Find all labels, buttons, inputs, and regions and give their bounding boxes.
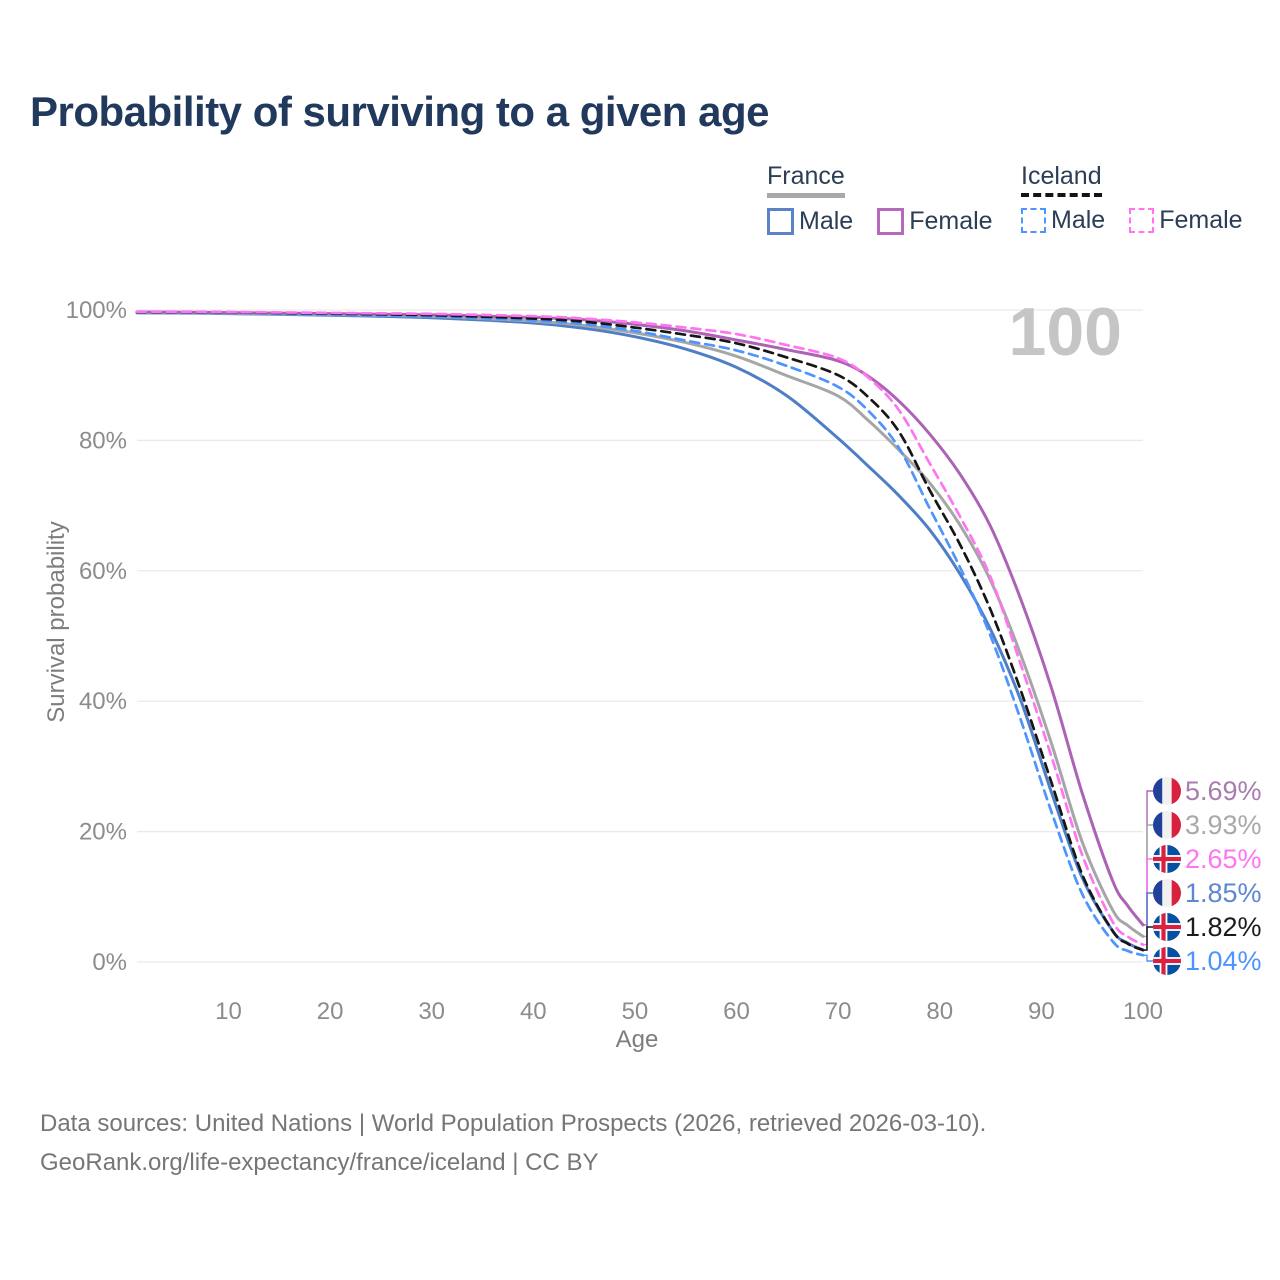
- y-tick-100: 100%: [66, 297, 127, 324]
- legend-label-iceland-female: Female: [1159, 206, 1243, 234]
- footer-link: GeoRank.org/life-expectancy/france/icela…: [40, 1149, 599, 1176]
- legend-swatch-france-male: [767, 208, 794, 235]
- iceland-flag-icon: [1153, 913, 1181, 941]
- france-flag-icon: [1153, 879, 1181, 907]
- y-tick-60: 60%: [79, 558, 127, 585]
- end-label-iceland-male: 1.04%: [1185, 946, 1262, 976]
- end-connector-iceland-male: [1143, 954, 1153, 962]
- legend-france-row: Male Female: [767, 207, 993, 236]
- legend-swatch-iceland-female: [1129, 208, 1155, 233]
- x-axis-title: Age: [615, 1026, 659, 1053]
- y-tick-0: 0%: [92, 949, 127, 976]
- curve-iceland-female[interactable]: [135, 310, 1145, 947]
- legend-group-france: France Male Female: [767, 162, 993, 236]
- legend-iceland-row: Male Female: [1021, 206, 1243, 235]
- legend-label-france-female: Female: [909, 207, 993, 235]
- legend-iceland-header[interactable]: Iceland: [1021, 162, 1102, 197]
- x-tick-90: 90: [1028, 998, 1055, 1025]
- x-tick-10: 10: [215, 998, 242, 1025]
- y-tick-80: 80%: [79, 427, 127, 454]
- curve-iceland[interactable]: [135, 310, 1145, 952]
- legend-item-iceland-female[interactable]: Female: [1129, 206, 1243, 235]
- legend-swatch-iceland-male: [1021, 208, 1046, 233]
- legend-item-france-female[interactable]: Female: [877, 207, 993, 236]
- legend-item-iceland-male[interactable]: Male: [1021, 206, 1105, 235]
- legend-label-france-male: Male: [799, 207, 854, 235]
- iceland-flag-icon: [1153, 845, 1181, 873]
- end-connector-france-female: [1143, 790, 1153, 926]
- y-tick-20: 20%: [79, 819, 127, 846]
- legend-swatch-france-female: [877, 208, 905, 235]
- x-tick-100: 100: [1123, 998, 1163, 1025]
- end-label-france-female: 5.69%: [1185, 776, 1262, 806]
- end-label-france: 3.93%: [1185, 810, 1262, 840]
- end-connector-france: [1143, 824, 1153, 938]
- x-tick-30: 30: [418, 998, 445, 1025]
- end-connector-france-male: [1143, 892, 1153, 951]
- end-label-iceland: 1.82%: [1185, 912, 1262, 942]
- iceland-flag-icon: [1153, 947, 1181, 975]
- curve-france-female[interactable]: [135, 310, 1145, 927]
- x-tick-80: 80: [926, 998, 953, 1025]
- end-label-iceland-female: 2.65%: [1185, 844, 1262, 874]
- x-tick-20: 20: [317, 998, 344, 1025]
- curve-iceland-male[interactable]: [135, 310, 1145, 957]
- x-tick-60: 60: [723, 998, 750, 1025]
- end-connector-iceland: [1143, 926, 1153, 951]
- age-watermark: 100: [1008, 294, 1122, 370]
- page-title: Probability of surviving to a given age: [30, 88, 769, 135]
- legend-france-header[interactable]: France: [767, 162, 845, 198]
- legend-label-iceland-male: Male: [1051, 206, 1106, 234]
- france-flag-icon: [1153, 777, 1181, 805]
- legend-group-iceland: Iceland Male Female: [1021, 162, 1243, 235]
- x-tick-50: 50: [622, 998, 649, 1025]
- end-label-france-male: 1.85%: [1185, 878, 1262, 908]
- curve-france[interactable]: [135, 311, 1145, 938]
- curve-france-male[interactable]: [135, 311, 1145, 952]
- x-tick-70: 70: [825, 998, 852, 1025]
- x-tick-40: 40: [520, 998, 547, 1025]
- footer: Data sources: United Nations | World Pop…: [40, 1104, 986, 1182]
- france-flag-icon: [1153, 811, 1181, 839]
- y-tick-40: 40%: [79, 688, 127, 715]
- legend-item-france-male[interactable]: Male: [767, 207, 853, 236]
- end-connector-iceland-female: [1143, 858, 1153, 946]
- footer-sources: Data sources: United Nations | World Pop…: [40, 1110, 987, 1137]
